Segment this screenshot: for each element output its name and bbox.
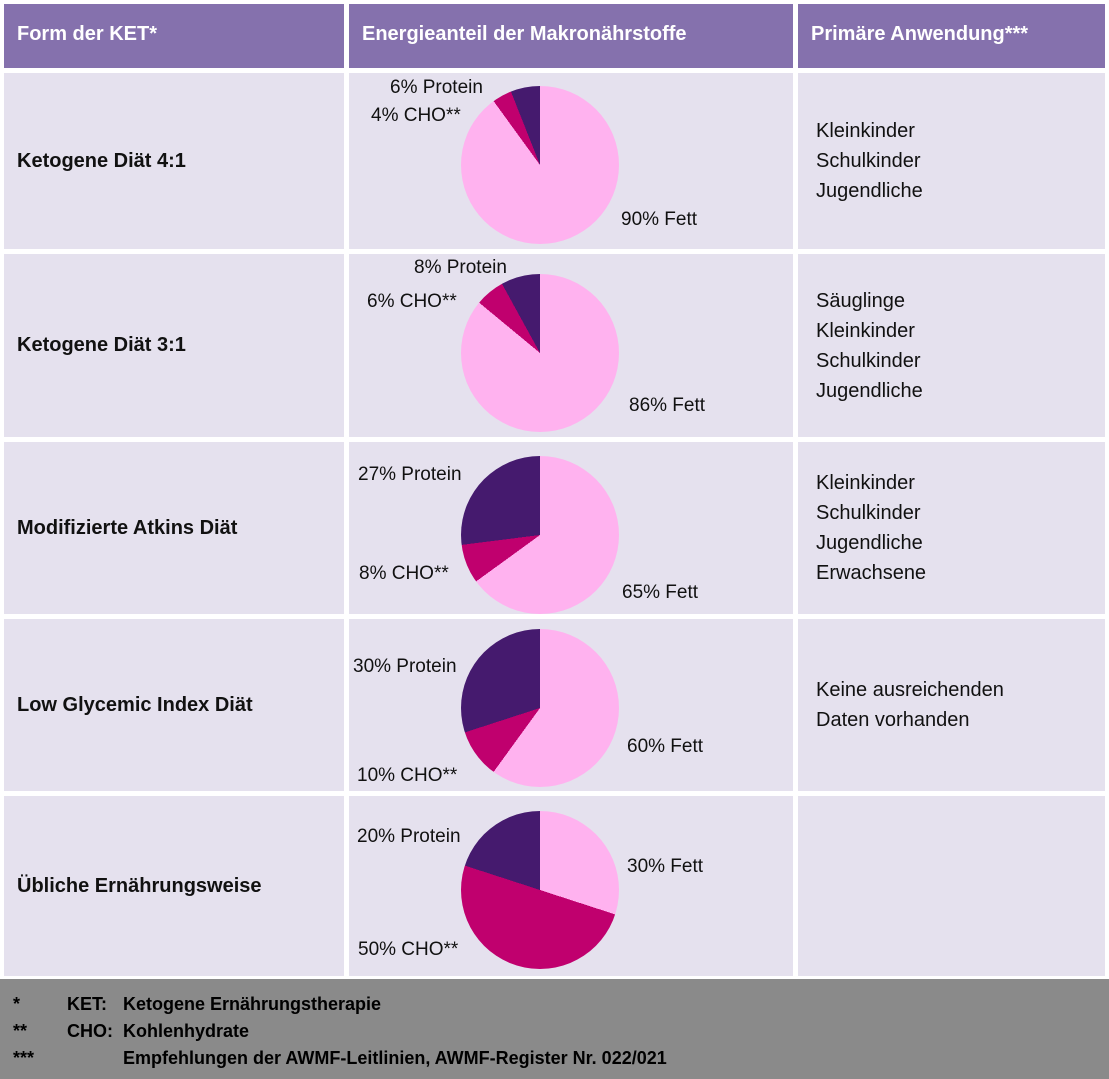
- diet-form-cell: Ketogene Diät 3:1: [4, 254, 344, 437]
- pie-label-cho: 50% CHO**: [358, 939, 459, 960]
- footnote-text: Ketogene Ernährungstherapie: [123, 994, 382, 1014]
- primary-application-cell: Keine ausreichenden Daten vorhanden: [798, 619, 1105, 791]
- application-line: Kleinkinder: [816, 319, 915, 342]
- primary-application-cell: [798, 796, 1105, 976]
- diet-form-cell: Low Glycemic Index Diät: [4, 619, 344, 791]
- diet-form-cell: Ketogene Diät 4:1: [4, 73, 344, 249]
- diet-form-cell: Modifizierte Atkins Diät: [4, 442, 344, 614]
- pie-label-protein: 27% Protein: [358, 464, 462, 485]
- application-line: Erwachsene: [816, 562, 927, 584]
- diet-comparison-table: Form der KET* Energieanteil der Makronäh…: [4, 4, 1105, 976]
- footnote-marker: **: [13, 1021, 28, 1041]
- pie-chart: [461, 456, 619, 614]
- footnote-abbr: KET:: [67, 994, 107, 1014]
- column-header-energy-share-label: Energieanteil der Makronährstoffe: [362, 22, 687, 45]
- primary-application-cell: Kleinkinder Schulkinder Jugendliche Erwachs…: [798, 442, 1105, 614]
- application-line: Keine ausreichenden: [816, 679, 1004, 701]
- pie-chart: [461, 811, 619, 969]
- application-line: Jugendliche: [816, 180, 923, 202]
- pie-chart: [461, 274, 619, 432]
- column-header-primary-application-label: Primäre Anwendung***: [811, 22, 1029, 45]
- pie-label-fett: 86% Fett: [629, 395, 706, 416]
- application-line: Kleinkinder: [816, 472, 915, 494]
- pie-label-cho: 6% CHO**: [367, 291, 457, 312]
- application-line: Jugendliche: [816, 379, 923, 402]
- pie-label-cho: 4% CHO**: [371, 105, 461, 126]
- application-line: Jugendliche: [816, 532, 923, 554]
- footnote-row: *** Empfehlungen der AWMF-Leitlinien, AW…: [13, 1045, 1109, 1072]
- application-line: Schulkinder: [816, 349, 921, 372]
- macronutrient-pie-cell: 27% Protein 8% CHO** 65% Fett: [349, 442, 793, 614]
- application-line: Schulkinder: [816, 502, 921, 524]
- application-line: Kleinkinder: [816, 120, 915, 142]
- macronutrient-pie-cell: 8% Protein 6% CHO** 86% Fett: [349, 254, 793, 437]
- primary-application-cell: Säuglinge Kleinkinder Schulkinder Jugendlic…: [798, 254, 1105, 437]
- footnote-row: ** CHO: Kohlenhydrate: [13, 1018, 1109, 1045]
- footnote-text: Kohlenhydrate: [123, 1021, 250, 1041]
- footnote-marker: *: [13, 994, 21, 1014]
- pie-label-cho: 10% CHO**: [357, 765, 458, 786]
- diet-form-label: Ketogene Diät 3:1: [17, 334, 186, 356]
- pie-label-protein: 30% Protein: [353, 656, 457, 677]
- application-line: Schulkinder: [816, 150, 921, 172]
- pie-label-protein: 6% Protein: [390, 77, 483, 98]
- pie-label-fett: 90% Fett: [621, 209, 698, 230]
- diet-form-label: Modifizierte Atkins Diät: [17, 516, 238, 539]
- pie-label-fett: 30% Fett: [627, 856, 704, 877]
- diet-form-label: Low Glycemic Index Diät: [17, 693, 253, 716]
- footnote-abbr: CHO:: [67, 1021, 113, 1041]
- pie-chart: [461, 86, 619, 244]
- pie-label-fett: 65% Fett: [622, 582, 699, 603]
- macronutrient-pie-cell: 30% Protein 10% CHO** 60% Fett: [349, 619, 793, 791]
- footnote-marker: ***: [13, 1048, 35, 1068]
- pie-label-protein: 20% Protein: [357, 826, 461, 847]
- macronutrient-pie-cell: 20% Protein 50% CHO** 30% Fett: [349, 796, 793, 976]
- diet-form-label: Ketogene Diät 4:1: [17, 149, 186, 172]
- footnote-row: * KET: Ketogene Ernährungstherapie: [13, 991, 1109, 1018]
- macronutrient-pie-cell: 6% Protein 4% CHO** 90% Fett: [349, 73, 793, 249]
- column-header-energy-share: Energieanteil der Makronährstoffe: [349, 4, 793, 68]
- primary-application-cell: Kleinkinder Schulkinder Jugendliche: [798, 73, 1105, 249]
- application-line: Daten vorhanden: [816, 709, 970, 731]
- pie-chart: [461, 629, 619, 787]
- footnote-abbr: [67, 1045, 123, 1072]
- column-header-form-label: Form der KET*: [17, 22, 158, 45]
- column-header-primary-application: Primäre Anwendung***: [798, 4, 1105, 68]
- column-header-form: Form der KET*: [4, 4, 344, 68]
- footnote-text: Empfehlungen der AWMF-Leitlinien, AWMF-R…: [123, 1048, 667, 1068]
- diet-form-cell: Übliche Ernährungsweise: [4, 796, 344, 976]
- diet-form-label: Übliche Ernährungsweise: [17, 874, 262, 897]
- footnotes-bar: * KET: Ketogene Ernährungstherapie ** CH…: [0, 979, 1109, 1079]
- pie-label-protein: 8% Protein: [414, 257, 507, 278]
- pie-label-fett: 60% Fett: [627, 736, 704, 757]
- application-line: Säuglinge: [816, 289, 905, 312]
- pie-label-cho: 8% CHO**: [359, 563, 449, 584]
